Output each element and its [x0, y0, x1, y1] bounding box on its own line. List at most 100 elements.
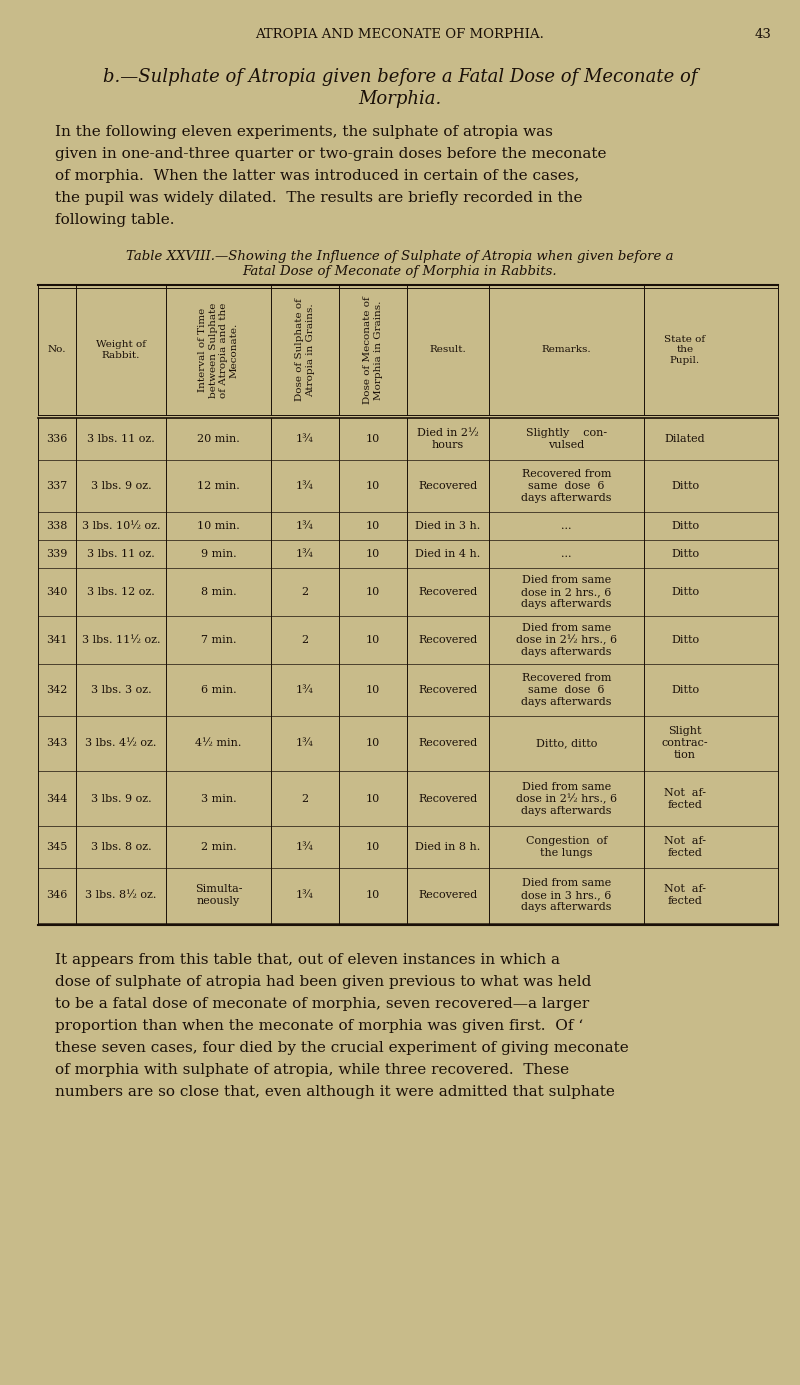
Text: to be a fatal dose of meconate of morphia, seven recovered—a larger: to be a fatal dose of meconate of morphi…	[55, 997, 590, 1011]
Text: Interval of Time
between Sulphate
of Atropia and the
Meconate.: Interval of Time between Sulphate of Atr…	[198, 302, 238, 397]
Text: days afterwards: days afterwards	[522, 697, 612, 706]
Text: fected: fected	[667, 848, 702, 857]
Text: 344: 344	[46, 794, 68, 803]
Text: days afterwards: days afterwards	[522, 493, 612, 503]
Text: 345: 345	[46, 842, 68, 852]
Text: 1¾: 1¾	[296, 738, 314, 748]
Text: of morphia.  When the latter was introduced in certain of the cases,: of morphia. When the latter was introduc…	[55, 169, 579, 183]
Text: Congestion  of: Congestion of	[526, 837, 607, 846]
Text: Ditto: Ditto	[671, 521, 699, 530]
Text: Ditto: Ditto	[671, 481, 699, 492]
Text: Recovered: Recovered	[418, 794, 478, 803]
Text: 3 lbs. 10½ oz.: 3 lbs. 10½ oz.	[82, 521, 160, 530]
Text: 346: 346	[46, 891, 68, 900]
Text: Recovered: Recovered	[418, 634, 478, 645]
Text: Recovered from: Recovered from	[522, 673, 611, 683]
Text: 2 min.: 2 min.	[201, 842, 236, 852]
Text: 3 lbs. 9 oz.: 3 lbs. 9 oz.	[90, 794, 151, 803]
Text: 1¾: 1¾	[296, 842, 314, 852]
Text: 343: 343	[46, 738, 68, 748]
Text: dose in 2 hrs., 6: dose in 2 hrs., 6	[522, 587, 612, 597]
Text: numbers are so close that, even although it were admitted that sulphate: numbers are so close that, even although…	[55, 1084, 615, 1100]
Text: 10: 10	[366, 738, 380, 748]
Text: 338: 338	[46, 521, 68, 530]
Text: 3 lbs. 8 oz.: 3 lbs. 8 oz.	[90, 842, 151, 852]
Text: 10 min.: 10 min.	[197, 521, 240, 530]
Text: 10: 10	[366, 634, 380, 645]
Text: days afterwards: days afterwards	[522, 647, 612, 656]
Text: 1¾: 1¾	[296, 481, 314, 492]
Text: the pupil was widely dilated.  The results are briefly recorded in the: the pupil was widely dilated. The result…	[55, 191, 582, 205]
Text: Weight of
Rabbit.: Weight of Rabbit.	[96, 341, 146, 360]
Text: 10: 10	[366, 686, 380, 695]
Text: dose in 3 hrs., 6: dose in 3 hrs., 6	[522, 891, 612, 900]
Text: dose of sulphate of atropia had been given previous to what was held: dose of sulphate of atropia had been giv…	[55, 975, 591, 989]
Text: Not  af-: Not af-	[664, 788, 706, 798]
Text: Remarks.: Remarks.	[542, 345, 591, 355]
Text: of morphia with sulphate of atropia, while three recovered.  These: of morphia with sulphate of atropia, whi…	[55, 1064, 569, 1078]
Text: Table XXVIII.—Showing the Influence of Sulphate of Atropia when given before a: Table XXVIII.—Showing the Influence of S…	[126, 251, 674, 263]
Text: given in one-and-three quarter or two-grain doses before the meconate: given in one-and-three quarter or two-gr…	[55, 147, 606, 161]
Text: the lungs: the lungs	[540, 848, 593, 857]
Text: Recovered from: Recovered from	[522, 470, 611, 479]
Text: 10: 10	[366, 842, 380, 852]
Text: days afterwards: days afterwards	[522, 598, 612, 609]
Text: Died in 2½: Died in 2½	[417, 428, 479, 438]
Text: Dose of Meconate of
Morphia in Grains.: Dose of Meconate of Morphia in Grains.	[363, 296, 382, 404]
Text: 3 lbs. 11 oz.: 3 lbs. 11 oz.	[87, 434, 155, 445]
Text: 2: 2	[302, 587, 309, 597]
Text: Ditto: Ditto	[671, 587, 699, 597]
Text: Ditto: Ditto	[671, 548, 699, 560]
Text: 3 lbs. 11½ oz.: 3 lbs. 11½ oz.	[82, 634, 160, 645]
Text: 1¾: 1¾	[296, 548, 314, 560]
Text: Slight: Slight	[668, 727, 702, 737]
Text: contrac-: contrac-	[662, 738, 708, 748]
Text: Ditto: Ditto	[671, 686, 699, 695]
Text: 10: 10	[366, 481, 380, 492]
Text: 9 min.: 9 min.	[201, 548, 236, 560]
Text: ATROPIA AND MECONATE OF MORPHIA.: ATROPIA AND MECONATE OF MORPHIA.	[255, 28, 545, 42]
Text: Died from same: Died from same	[522, 575, 611, 584]
Text: 340: 340	[46, 587, 68, 597]
Text: Ditto: Ditto	[671, 634, 699, 645]
Text: 336: 336	[46, 434, 68, 445]
Text: 1¾: 1¾	[296, 521, 314, 530]
Text: same  dose  6: same dose 6	[528, 686, 605, 695]
Text: Result.: Result.	[430, 345, 466, 355]
Text: Died in 4 h.: Died in 4 h.	[415, 548, 481, 560]
Text: 20 min.: 20 min.	[197, 434, 240, 445]
Text: fected: fected	[667, 799, 702, 809]
Text: 10: 10	[366, 891, 380, 900]
Text: dose in 2½ hrs., 6: dose in 2½ hrs., 6	[516, 634, 617, 645]
Text: 337: 337	[46, 481, 68, 492]
Text: Died from same: Died from same	[522, 623, 611, 633]
Text: 3 lbs. 3 oz.: 3 lbs. 3 oz.	[90, 686, 151, 695]
Text: It appears from this table that, out of eleven instances in which a: It appears from this table that, out of …	[55, 953, 560, 967]
Text: 2: 2	[302, 794, 309, 803]
Text: 3 lbs. 4½ oz.: 3 lbs. 4½ oz.	[86, 738, 157, 748]
Text: Simulta-: Simulta-	[194, 885, 242, 895]
Text: proportion than when the meconate of morphia was given first.  Of ‘: proportion than when the meconate of mor…	[55, 1019, 583, 1033]
Text: 341: 341	[46, 634, 68, 645]
Text: 3 lbs. 11 oz.: 3 lbs. 11 oz.	[87, 548, 155, 560]
Text: ...: ...	[562, 548, 572, 560]
Text: hours: hours	[432, 440, 464, 450]
Text: Recovered: Recovered	[418, 686, 478, 695]
Text: following table.: following table.	[55, 213, 174, 227]
Text: Dilated: Dilated	[665, 434, 706, 445]
Text: Ditto, ditto: Ditto, ditto	[536, 738, 597, 748]
Text: 1¾: 1¾	[296, 891, 314, 900]
Text: these seven cases, four died by the crucial experiment of giving meconate: these seven cases, four died by the cruc…	[55, 1042, 629, 1055]
Text: Morphia.: Morphia.	[358, 90, 442, 108]
Text: Recovered: Recovered	[418, 891, 478, 900]
Text: Slightly    con-: Slightly con-	[526, 428, 607, 438]
Text: b.—Sulphate of Atropia given before a Fatal Dose of Meconate of: b.—Sulphate of Atropia given before a Fa…	[102, 68, 698, 86]
Text: 1¾: 1¾	[296, 686, 314, 695]
Text: Died in 8 h.: Died in 8 h.	[415, 842, 481, 852]
Text: 10: 10	[366, 587, 380, 597]
Text: 3 lbs. 12 oz.: 3 lbs. 12 oz.	[87, 587, 155, 597]
Text: Fatal Dose of Meconate of Morphia in Rabbits.: Fatal Dose of Meconate of Morphia in Rab…	[242, 265, 558, 278]
Text: ...: ...	[562, 521, 572, 530]
Text: 10: 10	[366, 548, 380, 560]
Text: same  dose  6: same dose 6	[528, 481, 605, 492]
